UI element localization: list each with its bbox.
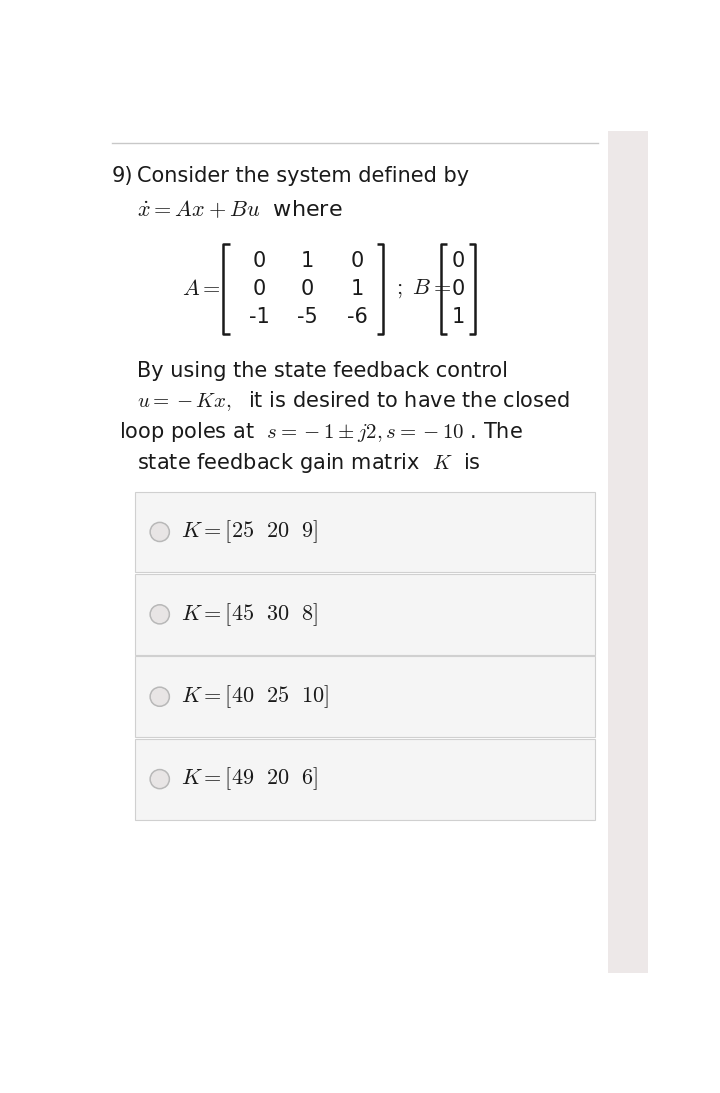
Text: $K = [40\ \ 25\ \ 10]$: $K = [40\ \ 25\ \ 10]$ bbox=[181, 683, 330, 710]
Text: loop poles at  $s = -1 \pm j2, s = -10$ . The: loop poles at $s = -1 \pm j2, s = -10$ .… bbox=[120, 420, 523, 444]
Text: 0: 0 bbox=[351, 251, 364, 271]
Text: 0: 0 bbox=[300, 279, 314, 299]
FancyBboxPatch shape bbox=[135, 739, 595, 820]
Text: $K = [49\ \ 20\ \ 6]$: $K = [49\ \ 20\ \ 6]$ bbox=[181, 766, 319, 792]
Text: $u = -Kx,$  it is desired to have the closed: $u = -Kx,$ it is desired to have the clo… bbox=[138, 389, 570, 413]
Text: 0: 0 bbox=[451, 279, 464, 299]
Text: Consider the system defined by: Consider the system defined by bbox=[138, 166, 469, 186]
Circle shape bbox=[152, 771, 168, 787]
Text: 0: 0 bbox=[451, 251, 464, 271]
Text: 0: 0 bbox=[252, 279, 266, 299]
Circle shape bbox=[152, 689, 168, 705]
FancyBboxPatch shape bbox=[608, 131, 648, 973]
FancyBboxPatch shape bbox=[135, 656, 595, 737]
Text: $\dot{x} = Ax + Bu$  where: $\dot{x} = Ax + Bu$ where bbox=[138, 198, 343, 220]
Text: 1: 1 bbox=[300, 251, 314, 271]
Text: $K = [45\ \ 30\ \ 8]$: $K = [45\ \ 30\ \ 8]$ bbox=[181, 601, 319, 627]
Circle shape bbox=[152, 524, 168, 540]
Circle shape bbox=[150, 522, 169, 541]
Text: -6: -6 bbox=[347, 307, 368, 327]
Text: state feedback gain matrix  $K$  is: state feedback gain matrix $K$ is bbox=[138, 450, 481, 474]
Text: $K = [25\ \ 20\ \ 9]$: $K = [25\ \ 20\ \ 9]$ bbox=[181, 518, 319, 545]
FancyBboxPatch shape bbox=[135, 492, 595, 573]
Text: 0: 0 bbox=[252, 251, 266, 271]
Text: By using the state feedback control: By using the state feedback control bbox=[138, 361, 508, 380]
FancyBboxPatch shape bbox=[135, 574, 595, 655]
Circle shape bbox=[150, 769, 169, 789]
Circle shape bbox=[152, 607, 168, 622]
Text: $A=$: $A=$ bbox=[181, 279, 220, 299]
Text: 1: 1 bbox=[451, 307, 464, 327]
Text: -1: -1 bbox=[248, 307, 269, 327]
Circle shape bbox=[150, 604, 169, 624]
Text: 1: 1 bbox=[351, 279, 364, 299]
Text: $;\ B=$: $;\ B=$ bbox=[396, 278, 451, 301]
Text: -5: -5 bbox=[297, 307, 318, 327]
Circle shape bbox=[150, 687, 169, 706]
Text: 9): 9) bbox=[112, 166, 133, 186]
